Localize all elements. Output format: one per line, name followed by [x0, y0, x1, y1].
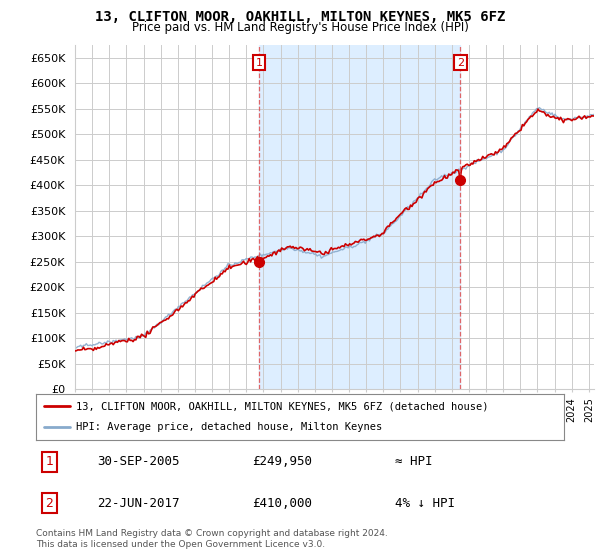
- Text: HPI: Average price, detached house, Milton Keynes: HPI: Average price, detached house, Milt…: [76, 422, 382, 432]
- Text: 1: 1: [256, 58, 263, 68]
- Text: Price paid vs. HM Land Registry's House Price Index (HPI): Price paid vs. HM Land Registry's House …: [131, 21, 469, 34]
- Text: 2: 2: [457, 58, 464, 68]
- Text: 2: 2: [45, 497, 53, 510]
- Text: 4% ↓ HPI: 4% ↓ HPI: [395, 497, 455, 510]
- Text: 22-JUN-2017: 22-JUN-2017: [97, 497, 179, 510]
- Text: 1: 1: [45, 455, 53, 468]
- Text: 30-SEP-2005: 30-SEP-2005: [97, 455, 179, 468]
- Text: £249,950: £249,950: [253, 455, 313, 468]
- Text: ≈ HPI: ≈ HPI: [395, 455, 433, 468]
- Text: 13, CLIFTON MOOR, OAKHILL, MILTON KEYNES, MK5 6FZ: 13, CLIFTON MOOR, OAKHILL, MILTON KEYNES…: [95, 10, 505, 24]
- Bar: [259, 45, 460, 389]
- Text: 13, CLIFTON MOOR, OAKHILL, MILTON KEYNES, MK5 6FZ (detached house): 13, CLIFTON MOOR, OAKHILL, MILTON KEYNES…: [76, 401, 488, 411]
- Text: Contains HM Land Registry data © Crown copyright and database right 2024.
This d: Contains HM Land Registry data © Crown c…: [36, 529, 388, 549]
- Text: £410,000: £410,000: [253, 497, 313, 510]
